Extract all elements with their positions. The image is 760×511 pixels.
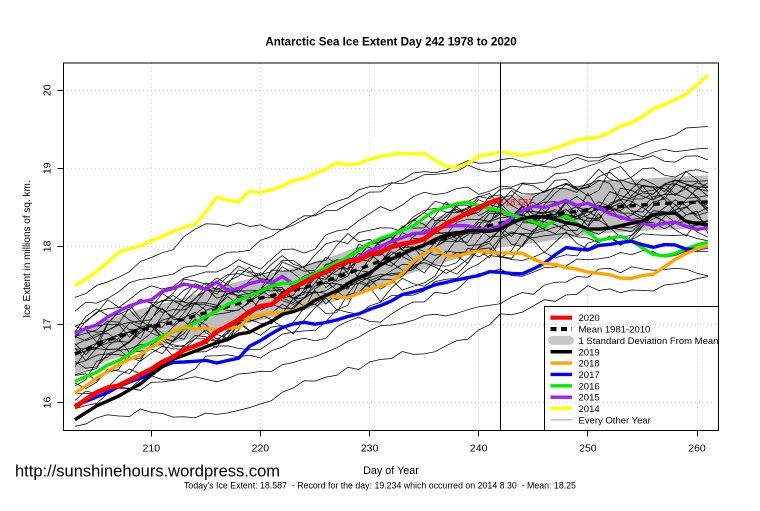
svg-text:220: 220: [252, 443, 270, 455]
svg-text:1 Standard Deviation From Mean: 1 Standard Deviation From Mean: [579, 336, 719, 347]
svg-text:2018: 2018: [579, 359, 600, 370]
svg-text:16: 16: [42, 397, 54, 409]
svg-text:19: 19: [42, 162, 54, 174]
svg-text:240: 240: [470, 443, 488, 455]
svg-text:Today's Ice Extent: 18.587 -: Today's Ice Extent: 18.587 - Record for …: [184, 481, 576, 491]
svg-text:2017: 2017: [579, 370, 600, 381]
svg-text:17: 17: [42, 318, 54, 330]
svg-text:2016: 2016: [579, 381, 600, 392]
svg-text:2019: 2019: [579, 347, 600, 358]
svg-text:18.587: 18.587: [505, 197, 533, 207]
svg-text:230: 230: [361, 443, 379, 455]
svg-text:250: 250: [579, 443, 597, 455]
svg-text:18: 18: [42, 240, 54, 252]
svg-text:2020: 2020: [579, 313, 600, 324]
svg-text:260: 260: [688, 443, 706, 455]
svg-text:Antarctic Sea Ice Extent Day 2: Antarctic Sea Ice Extent Day 242 1978 to…: [265, 36, 516, 49]
svg-text:Day of Year: Day of Year: [363, 465, 419, 477]
svg-text:Ice Extent in millions of sq.: Ice Extent in millions of sq. km.: [22, 180, 33, 317]
svg-text:2014: 2014: [579, 404, 600, 415]
svg-text:http://sunshinehours.wordpress: http://sunshinehours.wordpress.com: [15, 463, 280, 481]
svg-text:210: 210: [143, 443, 161, 455]
svg-text:Mean 1981-2010: Mean 1981-2010: [579, 325, 651, 336]
svg-text:20: 20: [42, 84, 54, 96]
svg-text:Every Other Year: Every Other Year: [579, 415, 651, 426]
svg-text:2015: 2015: [579, 393, 600, 404]
